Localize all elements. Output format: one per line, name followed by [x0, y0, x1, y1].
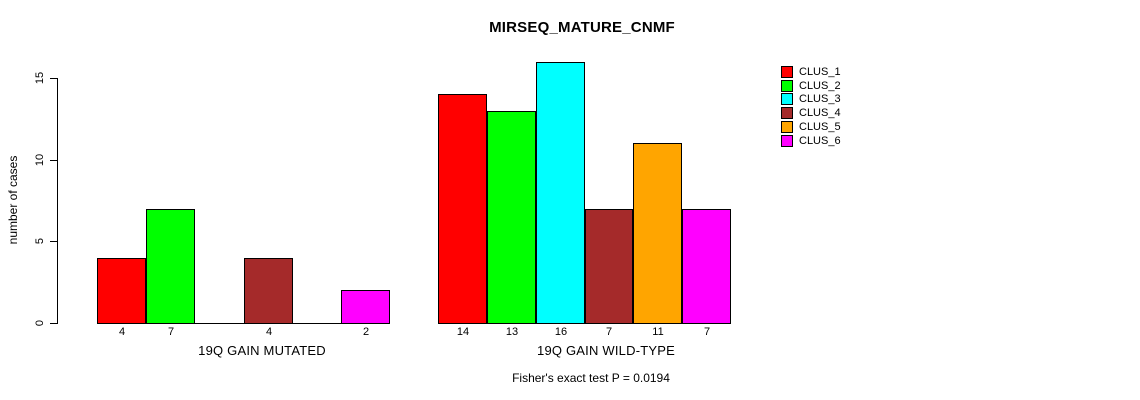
legend-label: CLUS_1	[799, 65, 841, 78]
bar-clus_4-group1	[244, 258, 293, 324]
x-group-label-mutated: 19Q GAIN MUTATED	[198, 343, 326, 358]
legend-label: CLUS_4	[799, 106, 841, 119]
bar-value-label: 7	[605, 326, 613, 338]
legend-item: CLUS_6	[781, 134, 841, 147]
y-axis-tick-label: 15	[34, 71, 46, 85]
bar-value-label: 7	[703, 326, 711, 338]
bar-clus_5-group1-zero	[293, 323, 341, 324]
legend-item: CLUS_2	[781, 79, 841, 92]
legend-label: CLUS_2	[799, 79, 841, 92]
y-axis-tick	[50, 323, 57, 324]
bar-value-label: 14	[456, 326, 470, 338]
x-group-label-wild-type: 19Q GAIN WILD-TYPE	[537, 343, 675, 358]
bar-clus_2-group2	[487, 111, 536, 324]
legend-swatch-clus_2	[781, 79, 793, 92]
legend-item: CLUS_3	[781, 92, 841, 105]
bar-clus_1-group2	[438, 94, 487, 324]
bar-clus_3-group2	[536, 62, 585, 324]
bar-clus_3-group1-zero	[195, 323, 244, 324]
y-axis-tick	[50, 160, 57, 161]
y-axis-tick	[50, 241, 57, 242]
bar-value-label: 13	[505, 326, 519, 338]
y-axis-tick-label: 10	[34, 153, 46, 167]
legend-swatch-clus_5	[781, 120, 793, 133]
y-axis-line	[57, 78, 58, 324]
bar-value-label: 16	[554, 326, 568, 338]
bar-value-label: 2	[362, 326, 370, 338]
chart-title: MIRSEQ_MATURE_CNMF	[489, 19, 675, 36]
legend-swatch-clus_1	[781, 65, 793, 78]
bar-clus_2-group1	[146, 209, 195, 324]
legend-swatch-clus_6	[781, 134, 793, 147]
bar-clus_6-group2	[682, 209, 731, 324]
y-axis-tick-label: 5	[34, 237, 46, 245]
bar-value-label: 4	[118, 326, 126, 338]
legend-label: CLUS_3	[799, 92, 841, 105]
bar-clus_6-group1	[341, 290, 390, 324]
fisher-test-annotation: Fisher's exact test P = 0.0194	[512, 371, 670, 385]
y-axis-tick-label: 0	[34, 319, 46, 327]
legend-label: CLUS_6	[799, 134, 841, 147]
legend-label: CLUS_5	[799, 120, 841, 133]
bar-value-label: 11	[652, 326, 664, 338]
bar-clus_5-group2	[633, 143, 682, 324]
bar-value-label: 4	[265, 326, 273, 338]
legend-item: CLUS_5	[781, 120, 841, 133]
bar-clus_1-group1	[97, 258, 146, 324]
legend-swatch-clus_3	[781, 92, 793, 105]
y-axis-tick	[50, 78, 57, 79]
legend-swatch-clus_4	[781, 106, 793, 119]
legend-item: CLUS_4	[781, 106, 841, 119]
bar-value-label: 7	[167, 326, 175, 338]
y-axis-label: number of cases	[6, 155, 20, 245]
bar-clus_4-group2	[585, 209, 633, 324]
legend-item: CLUS_1	[781, 65, 841, 78]
